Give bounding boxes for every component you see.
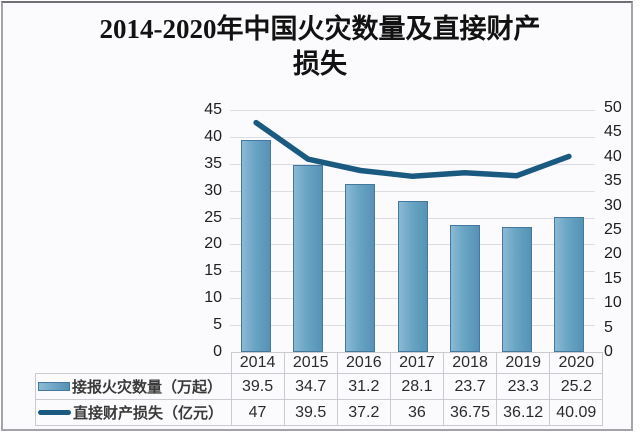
bar (293, 165, 324, 352)
bar-legend-swatch (38, 382, 70, 391)
bar (501, 226, 532, 352)
value-cell: 39.5 (230, 373, 285, 400)
right-axis-tick-label: 25 (604, 221, 622, 238)
legend-label: 接报火灾数量（万起） (36, 376, 230, 397)
chart-title: 2014-2020年中国火灾数量及直接财产 损失 (0, 12, 640, 82)
left-axis-tick-label: 25 (204, 208, 222, 226)
value-cell: 31.2 (336, 373, 391, 400)
chart-title-line2: 损失 (293, 49, 347, 79)
bar (449, 224, 480, 352)
gridline (230, 190, 595, 192)
right-axis-tick-label: 10 (604, 294, 622, 312)
left-axis-tick-label: 5 (213, 316, 222, 334)
right-axis-tick-label: 15 (604, 269, 622, 287)
chart-title-line1: 2014-2020年中国火灾数量及直接财产 (99, 14, 541, 44)
year-header-cell: 2015 (283, 352, 338, 374)
left-axis-tick-label: 40 (204, 127, 222, 145)
right-axis-tick-label: 5 (604, 318, 613, 336)
right-axis-tick-label: 45 (604, 123, 622, 141)
right-axis-tick-label: 50 (604, 99, 622, 116)
gridline (230, 163, 595, 165)
value-cell: 37.2 (336, 399, 391, 426)
year-header-cell: 2020 (549, 352, 604, 374)
right-axis-tick-label: 30 (604, 196, 622, 214)
table-corner-cell (36, 353, 232, 374)
year-header-cell: 2017 (389, 352, 445, 374)
left-axis-tick-label: 35 (204, 154, 222, 172)
left-axis-tick-label: 20 (204, 235, 222, 253)
year-header-cell: 2018 (442, 352, 498, 374)
legend-label-cell: 直接财产损失（亿元） (35, 399, 232, 426)
right-axis-tick-label: 40 (604, 147, 622, 165)
value-cell: 36.12 (496, 399, 551, 426)
right-axis-tick-label: 35 (604, 172, 622, 190)
line-legend-swatch (38, 410, 71, 415)
bar (345, 184, 376, 352)
right-axis-tick-label: 0 (604, 343, 613, 360)
bar (241, 139, 272, 352)
bar (397, 200, 428, 352)
value-cell: 39.5 (283, 399, 338, 426)
value-cell: 23.3 (496, 373, 551, 400)
legend-series-name: 接报火灾数量（万起） (72, 379, 223, 396)
left-axis-tick-label: 15 (204, 262, 222, 280)
value-cell: 47 (230, 399, 285, 426)
value-cell: 40.09 (549, 399, 604, 426)
value-cell: 36.75 (442, 399, 498, 426)
gridline (230, 136, 595, 138)
bar (553, 216, 584, 352)
left-axis-tick-label: 45 (204, 101, 222, 118)
year-header-cell: 2019 (496, 352, 551, 374)
left-axis-tick-label: 0 (213, 343, 222, 360)
value-cell: 25.2 (549, 373, 604, 400)
left-axis-tick-label: 30 (204, 181, 222, 199)
year-header-cell: 2016 (336, 352, 391, 374)
legend-label-cell: 接报火灾数量（万起） (35, 373, 232, 400)
value-cell: 23.7 (442, 373, 498, 400)
legend-label: 直接财产损失（亿元） (36, 402, 230, 423)
value-cell: 34.7 (283, 373, 338, 400)
legend-series-name: 直接财产损失（亿元） (73, 405, 224, 422)
legend-data-table: 2014 2015 2016 2017 2018 2019 2020 接报火灾数量（万起） 39… (35, 352, 604, 426)
value-cell: 28.1 (389, 373, 445, 400)
gridline (230, 110, 595, 111)
year-header-cell: 2014 (230, 352, 285, 374)
value-cell: 36 (389, 399, 445, 426)
left-axis-tick-label: 10 (204, 289, 222, 307)
right-axis-tick-label: 20 (604, 245, 622, 263)
